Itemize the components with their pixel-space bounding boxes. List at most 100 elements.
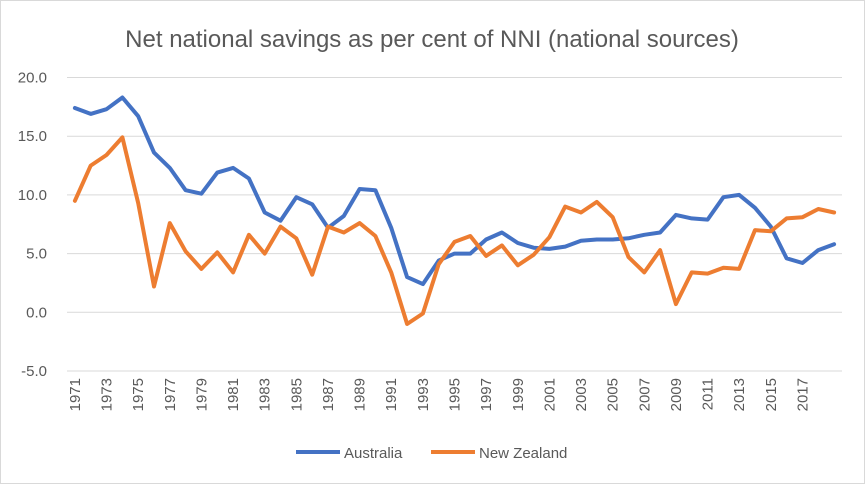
- data-point: [753, 228, 757, 232]
- data-point: [595, 200, 599, 204]
- data-point: [310, 202, 314, 206]
- data-point: [136, 114, 140, 118]
- y-tick-label: 15.0: [18, 128, 47, 145]
- x-tick-label: 2005: [605, 378, 622, 411]
- data-point: [342, 214, 346, 218]
- x-tick-label: 1981: [225, 378, 242, 411]
- x-tick-label: 1979: [193, 378, 210, 411]
- data-point: [405, 275, 409, 279]
- legend-label-australia: Australia: [344, 445, 403, 462]
- x-tick-label: 2007: [636, 378, 653, 411]
- data-point: [563, 205, 567, 209]
- data-point: [231, 166, 235, 170]
- data-point: [184, 249, 188, 253]
- data-point: [658, 248, 662, 252]
- data-point: [247, 233, 251, 237]
- data-point: [199, 192, 203, 196]
- data-point: [263, 252, 267, 256]
- data-point: [120, 95, 124, 99]
- x-tick-label: 2009: [668, 378, 685, 411]
- data-point: [800, 215, 804, 219]
- data-point: [373, 188, 377, 192]
- data-point: [516, 263, 520, 267]
- data-point: [706, 272, 710, 276]
- x-tick-label: 2011: [700, 378, 717, 410]
- x-tick-label: 1987: [320, 378, 337, 411]
- data-point: [484, 254, 488, 258]
- data-point: [326, 225, 330, 229]
- x-tick-label: 2013: [731, 378, 748, 411]
- data-point: [800, 261, 804, 265]
- data-point: [152, 284, 156, 288]
- data-point: [105, 153, 109, 157]
- data-point: [405, 322, 409, 326]
- y-tick-label: 0.0: [26, 304, 47, 321]
- data-point: [690, 270, 694, 274]
- y-tick-label: -5.0: [21, 363, 47, 380]
- x-tick-label: 2001: [541, 378, 558, 411]
- data-point: [532, 246, 536, 250]
- legend-label-new-zealand: New Zealand: [479, 445, 567, 462]
- data-point: [816, 248, 820, 252]
- data-point: [500, 230, 504, 234]
- data-point: [832, 211, 836, 215]
- data-point: [547, 235, 551, 239]
- data-point: [579, 239, 583, 243]
- data-point: [358, 221, 362, 225]
- x-tick-label: 1991: [383, 378, 400, 411]
- x-tick-label: 1983: [257, 378, 274, 411]
- data-point: [73, 106, 77, 110]
- data-point: [453, 252, 457, 256]
- chart-title: Net national savings as per cent of NNI …: [125, 26, 739, 53]
- data-point: [832, 242, 836, 246]
- data-point: [563, 245, 567, 249]
- data-point: [626, 255, 630, 259]
- data-point: [674, 213, 678, 217]
- data-point: [785, 256, 789, 260]
- x-tick-label: 2015: [763, 378, 780, 411]
- data-point: [199, 267, 203, 271]
- data-point: [500, 243, 504, 247]
- data-point: [611, 238, 615, 242]
- data-point: [468, 252, 472, 256]
- x-tick-label: 1971: [67, 378, 84, 411]
- data-point: [105, 107, 109, 111]
- data-point: [215, 171, 219, 175]
- series-line-australia: [72, 95, 837, 287]
- data-point: [516, 241, 520, 245]
- data-point: [168, 166, 172, 170]
- data-point: [611, 215, 615, 219]
- data-point: [152, 151, 156, 155]
- y-tick-label: 5.0: [26, 246, 47, 263]
- x-tick-label: 1989: [352, 378, 369, 411]
- data-point: [184, 188, 188, 192]
- data-point: [73, 199, 77, 203]
- x-tick-label: 2017: [794, 378, 811, 411]
- x-tick-label: 1997: [478, 378, 495, 411]
- data-point: [373, 234, 377, 238]
- data-point: [136, 201, 140, 205]
- data-point: [294, 195, 298, 199]
- data-point: [658, 230, 662, 234]
- data-point: [342, 230, 346, 234]
- data-point: [484, 238, 488, 242]
- x-tick-label: 1995: [447, 378, 464, 411]
- data-point: [310, 273, 314, 277]
- data-point: [231, 270, 235, 274]
- data-point: [215, 250, 219, 254]
- data-point: [89, 112, 93, 116]
- data-point: [753, 206, 757, 210]
- y-tick-label: 10.0: [18, 187, 47, 204]
- x-tick-label: 1975: [130, 378, 147, 411]
- data-point: [737, 267, 741, 271]
- data-point: [294, 236, 298, 240]
- data-point: [437, 262, 441, 266]
- data-point: [721, 195, 725, 199]
- data-point: [816, 207, 820, 211]
- x-tick-label: 1993: [415, 378, 432, 411]
- data-point: [263, 211, 267, 215]
- data-point: [247, 176, 251, 180]
- data-point: [706, 218, 710, 222]
- data-point: [626, 236, 630, 240]
